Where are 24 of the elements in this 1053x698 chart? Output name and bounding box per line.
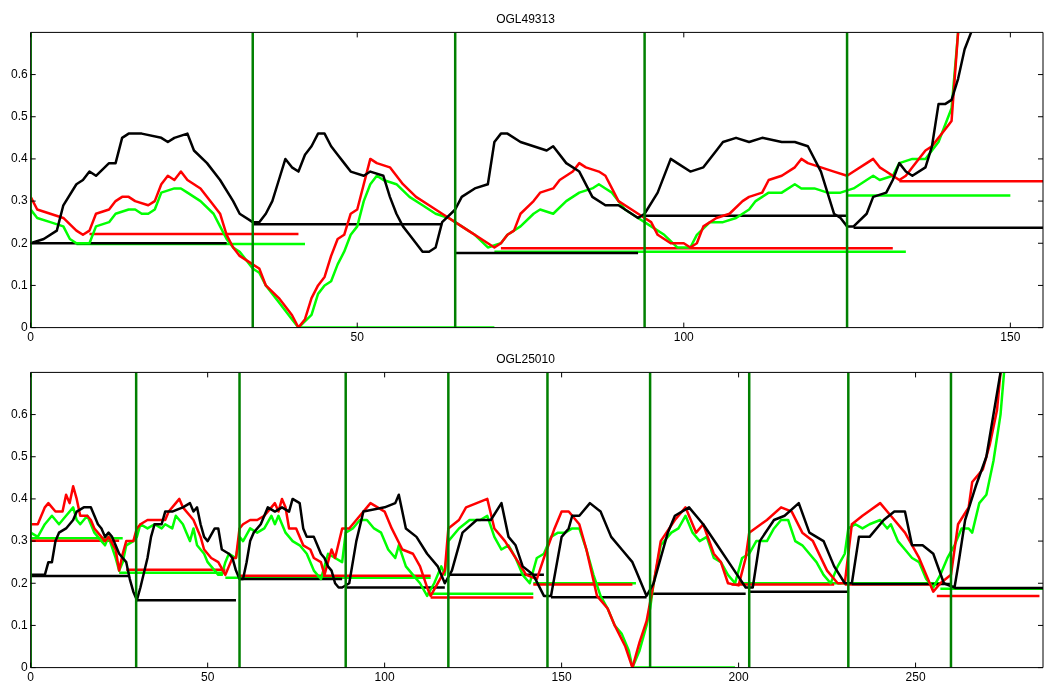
y-tick-label: 0.6 — [10, 406, 28, 421]
x-tick-label: 100 — [673, 330, 695, 345]
y-tick-label: 0.5 — [10, 449, 28, 464]
y-tick-label: 0.4 — [10, 491, 28, 506]
x-tick-label: 250 — [905, 670, 926, 685]
x-tick-label: 50 — [350, 330, 365, 345]
x-tick-label: 100 — [374, 670, 395, 685]
y-tick-label: 0.2 — [10, 575, 28, 590]
x-tick-label: 150 — [1000, 330, 1021, 345]
y-tick-label: 0.3 — [10, 533, 28, 548]
y-tick-label: 0.1 — [10, 277, 28, 292]
x-tick-label: 50 — [200, 670, 215, 685]
y-tick-label: 0.6 — [10, 66, 28, 81]
x-tick-label: 150 — [551, 670, 572, 685]
y-tick-label: 0 — [20, 659, 28, 674]
y-tick-label: 0.4 — [10, 151, 28, 166]
y-tick-label: 0.5 — [10, 109, 28, 124]
y-tick-label: 0.2 — [10, 235, 28, 250]
y-tick-label: 0.1 — [10, 617, 28, 632]
chart-title: OGL25010 — [496, 351, 556, 366]
x-tick-label: 200 — [728, 670, 749, 685]
y-tick-label: 0.3 — [10, 193, 28, 208]
chart-title: OGL49313 — [496, 11, 556, 26]
y-tick-label: 0 — [20, 319, 28, 334]
